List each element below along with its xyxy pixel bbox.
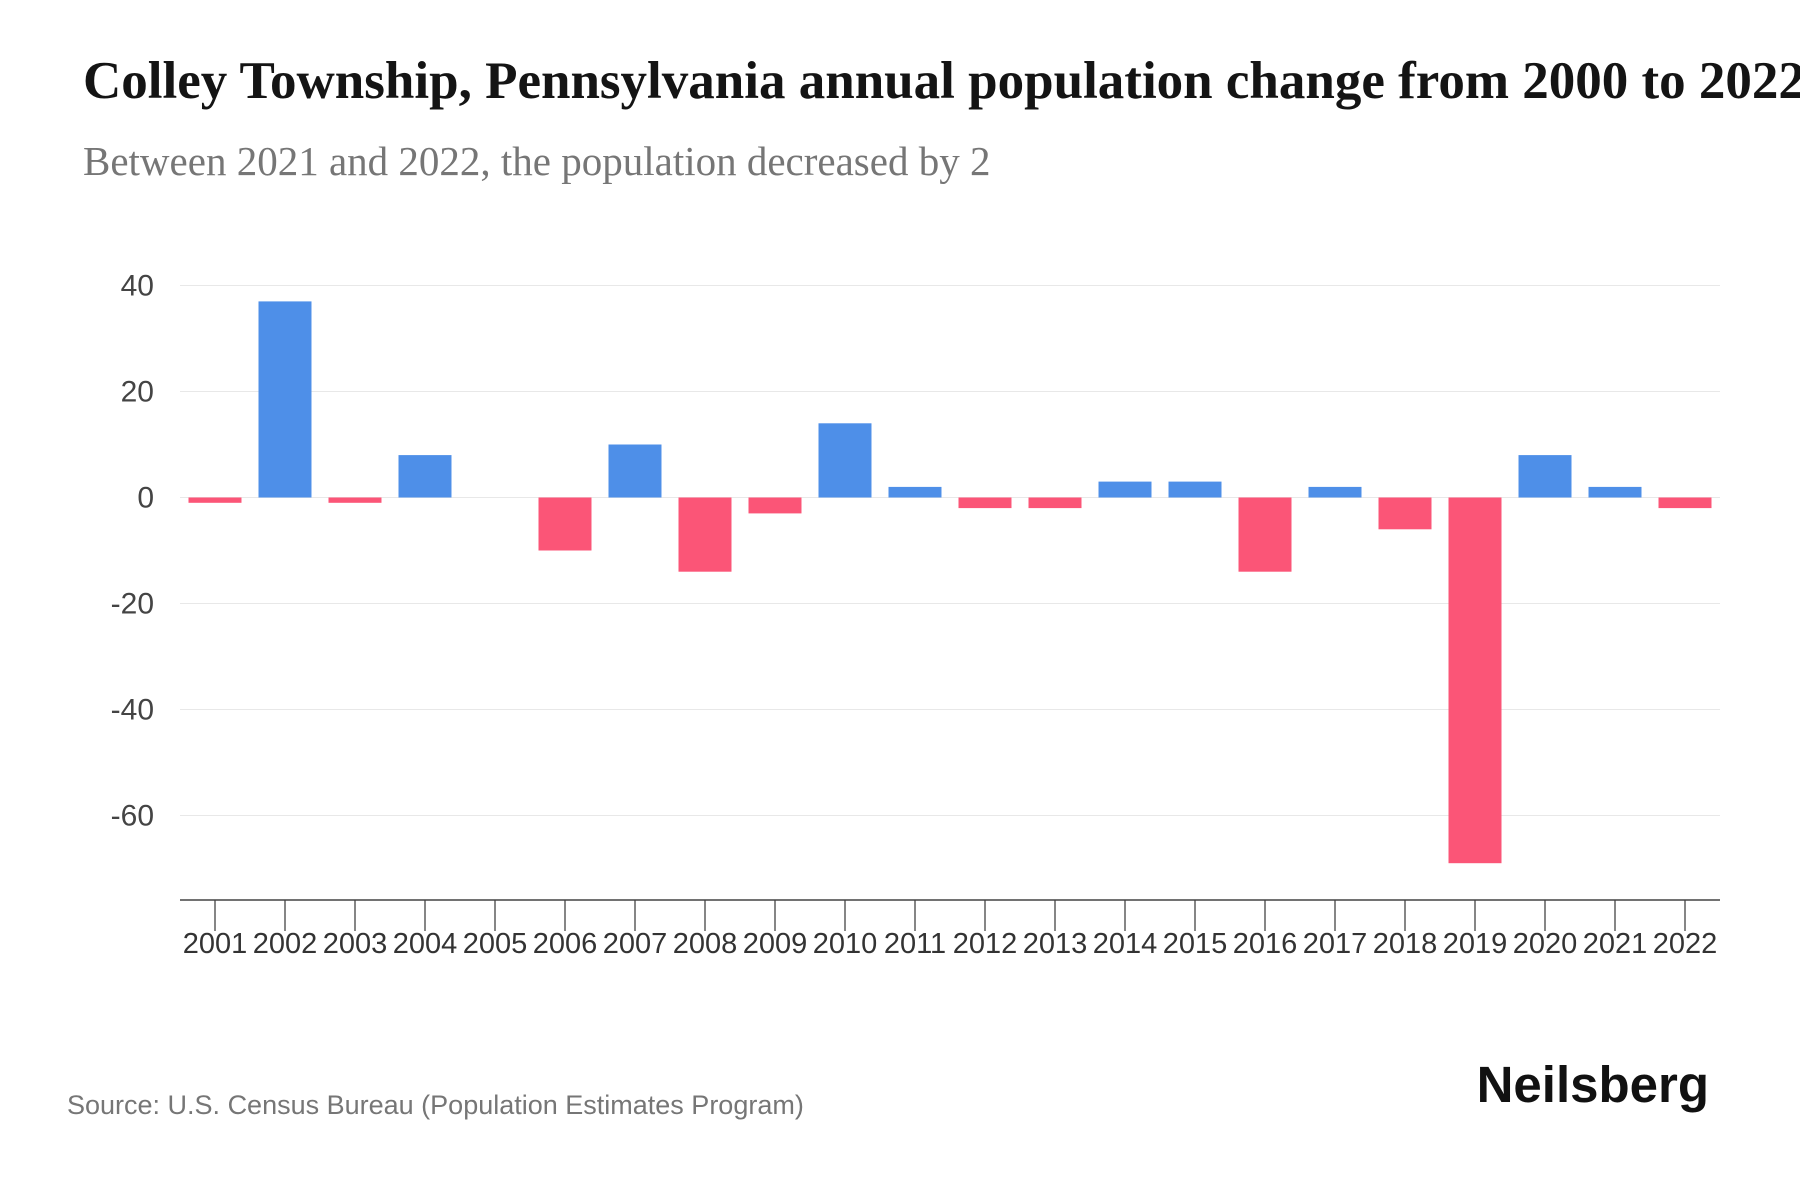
svg-text:2022: 2022: [1653, 928, 1718, 960]
svg-text:2016: 2016: [1233, 928, 1298, 960]
svg-text:-20: -20: [111, 588, 154, 621]
svg-text:2019: 2019: [1443, 928, 1508, 960]
svg-text:20: 20: [121, 376, 154, 409]
svg-text:40: 40: [121, 270, 154, 303]
svg-text:2015: 2015: [1163, 928, 1228, 960]
svg-text:2021: 2021: [1583, 928, 1648, 960]
svg-text:-40: -40: [111, 694, 154, 727]
svg-text:2020: 2020: [1513, 928, 1578, 960]
svg-text:2005: 2005: [463, 928, 528, 960]
svg-text:2007: 2007: [603, 928, 668, 960]
svg-text:2010: 2010: [813, 928, 878, 960]
svg-text:-60: -60: [111, 800, 154, 833]
svg-text:2002: 2002: [253, 928, 318, 960]
svg-text:2013: 2013: [1023, 928, 1088, 960]
svg-text:2014: 2014: [1093, 928, 1158, 960]
svg-text:2018: 2018: [1373, 928, 1438, 960]
svg-text:2009: 2009: [743, 928, 808, 960]
svg-text:2011: 2011: [884, 928, 946, 960]
svg-text:2004: 2004: [393, 928, 458, 960]
svg-text:2017: 2017: [1303, 928, 1368, 960]
svg-text:2001: 2001: [183, 928, 248, 960]
svg-text:0: 0: [137, 482, 154, 515]
svg-text:2012: 2012: [953, 928, 1018, 960]
svg-text:2008: 2008: [673, 928, 738, 960]
svg-text:2003: 2003: [323, 928, 388, 960]
svg-text:2006: 2006: [533, 928, 598, 960]
